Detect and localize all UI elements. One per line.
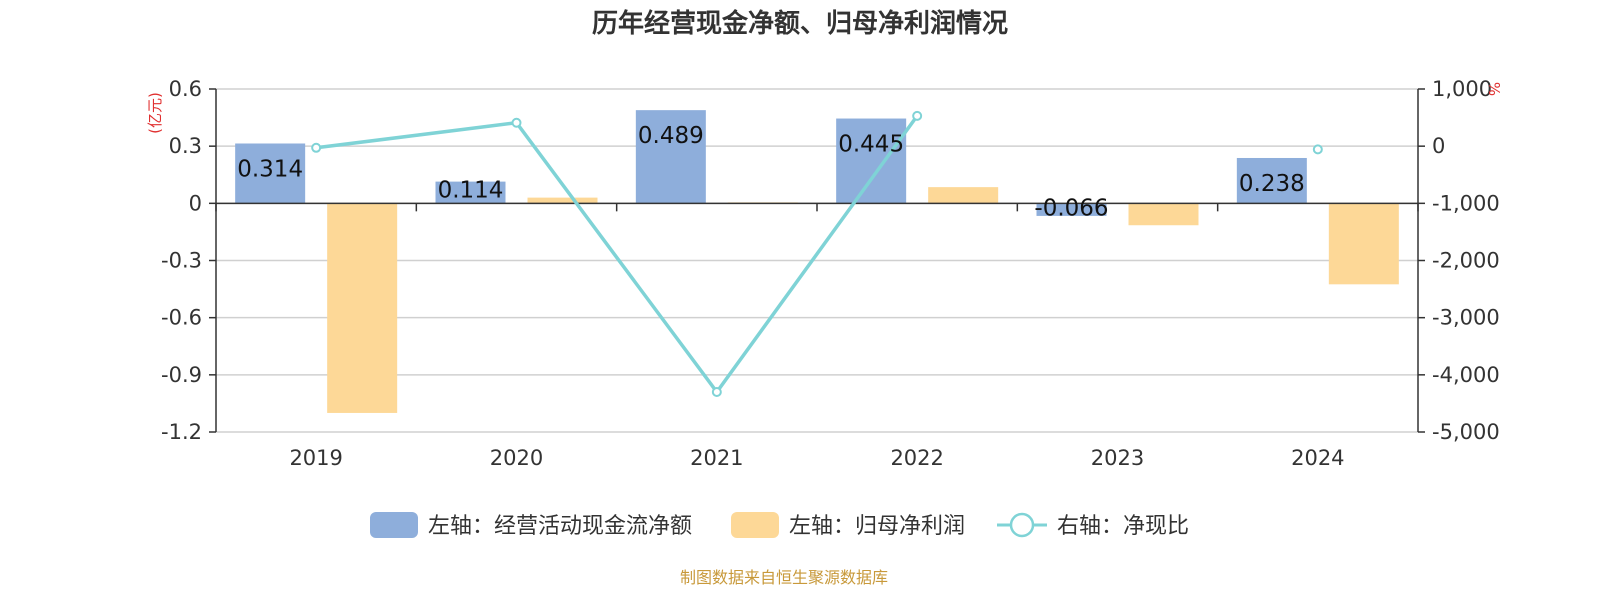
x-tick-label: 2021 — [690, 446, 743, 470]
bar-2024 — [1236, 157, 1307, 204]
bar-2019 — [235, 143, 306, 204]
bar-2020 — [527, 197, 598, 204]
data-labels: 0.314 0.114 0.489 0.445 -0.066 0.238 — [237, 123, 1305, 221]
data-label: 0.489 — [638, 123, 704, 149]
ratio-point — [912, 110, 923, 121]
x-tick-label: 2022 — [890, 446, 943, 470]
legend-swatch-cashflow — [370, 512, 418, 538]
bar-2023 — [1128, 203, 1199, 226]
series-ratio-line — [311, 110, 1323, 397]
legend-swatch-profit — [731, 512, 779, 538]
bar-2022 — [836, 118, 907, 204]
bar-2024 — [1328, 203, 1399, 285]
axes: 0.6 0.3 0 -0.3 -0.6 -0.9 -1.2 1,000 0 -1,000 -2,00… — [161, 77, 1500, 470]
x-tick-label: 2019 — [289, 446, 342, 470]
right-tick-label: -2,000 — [1432, 249, 1500, 273]
left-tick-label: -0.6 — [161, 306, 202, 330]
left-tick-label: 0 — [189, 191, 202, 215]
right-tick-label: -3,000 — [1432, 306, 1500, 330]
left-tick-label: 0.6 — [169, 77, 202, 101]
left-tick-label: 0.3 — [169, 134, 202, 158]
left-tick-label: -0.3 — [161, 249, 202, 273]
bar-2021 — [635, 110, 706, 204]
x-tick-label: 2023 — [1091, 446, 1144, 470]
x-tick-label: 2024 — [1291, 446, 1344, 470]
data-label: 0.445 — [838, 132, 904, 158]
ratio-line — [315, 114, 919, 395]
data-label: 0.314 — [237, 156, 303, 182]
right-tick-label: -5,000 — [1432, 420, 1500, 444]
left-axis-unit: (亿元) — [146, 92, 164, 134]
ratio-point — [711, 386, 722, 397]
data-label: -0.066 — [1034, 195, 1108, 221]
bar-2023 — [1036, 203, 1107, 216]
right-tick-label: 1,000 — [1432, 77, 1492, 101]
source-note: 制图数据来自恒生聚源数据库 — [680, 568, 888, 587]
right-axis-unit: % — [1485, 82, 1503, 96]
x-tick-label: 2020 — [490, 446, 543, 470]
chart-title: 历年经营现金净额、归母净利润情况 — [592, 8, 1008, 39]
bar-2019 — [327, 203, 398, 413]
right-tick-label: -1,000 — [1432, 191, 1500, 215]
legend: 左轴：经营活动现金流净额 左轴：归母净利润 右轴：净现比 — [370, 512, 1189, 539]
legend-swatch-ratio-marker — [1009, 512, 1035, 538]
data-label: 0.114 — [438, 177, 504, 203]
left-tick-label: -0.9 — [161, 363, 202, 387]
right-tick-label: -4,000 — [1432, 363, 1500, 387]
bar-2020 — [435, 181, 506, 204]
legend-label-profit: 左轴：归母净利润 — [789, 514, 965, 539]
ratio-point — [311, 142, 322, 153]
left-tick-label: -1.2 — [161, 420, 202, 444]
legend-label-cashflow: 左轴：经营活动现金流净额 — [428, 514, 692, 539]
legend-label-ratio: 右轴：净现比 — [1057, 514, 1189, 539]
bar-2022 — [928, 187, 999, 204]
ratio-point — [1312, 144, 1323, 155]
right-tick-label: 0 — [1432, 134, 1445, 158]
ratio-point — [511, 117, 522, 128]
data-label: 0.238 — [1239, 171, 1305, 197]
series-profit-bars — [327, 187, 1399, 413]
series-cashflow-bars — [235, 110, 1307, 216]
